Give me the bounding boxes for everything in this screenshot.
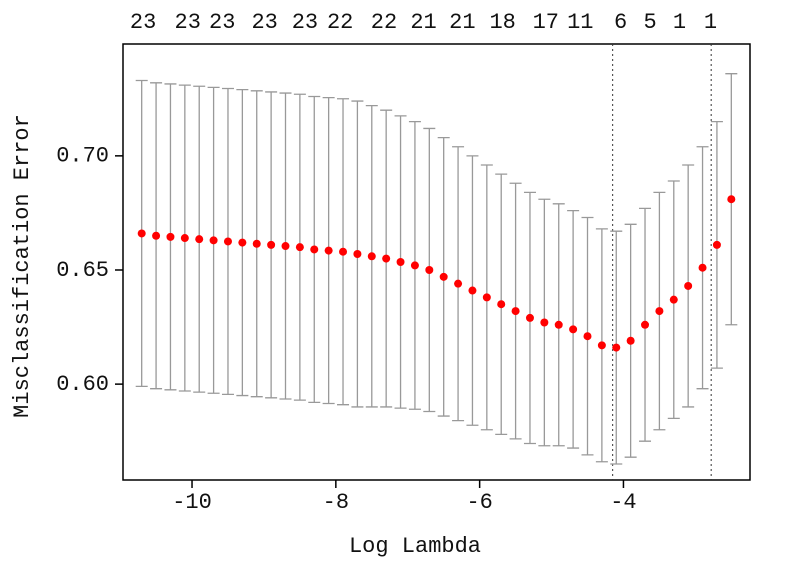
point	[195, 235, 204, 244]
top-label: 18	[489, 10, 515, 35]
x-axis-label: Log Lambda	[349, 534, 481, 559]
y-tick-label: 0.60	[56, 372, 109, 397]
point	[310, 245, 319, 254]
x-tick-label: -6	[466, 490, 492, 515]
point	[626, 336, 635, 345]
point	[367, 252, 376, 261]
point	[281, 242, 290, 251]
point	[353, 250, 362, 259]
point	[669, 295, 678, 304]
point	[583, 332, 592, 341]
point	[540, 318, 549, 327]
point	[267, 240, 276, 249]
point	[511, 307, 520, 316]
top-label: 23	[209, 10, 235, 35]
point	[482, 293, 491, 302]
point	[209, 236, 218, 245]
point	[698, 263, 707, 272]
point	[684, 281, 693, 290]
top-label: 5	[643, 10, 656, 35]
top-label: 1	[704, 10, 717, 35]
point	[712, 240, 721, 249]
top-label: 23	[251, 10, 277, 35]
y-tick-label: 0.65	[56, 258, 109, 283]
point	[166, 232, 175, 241]
point	[382, 254, 391, 263]
x-tick-label: -8	[323, 490, 349, 515]
plot-frame	[122, 43, 751, 481]
point	[137, 229, 146, 238]
point	[223, 237, 232, 246]
point	[439, 272, 448, 281]
top-label: 11	[567, 10, 593, 35]
point	[554, 320, 563, 329]
x-tick-label: -10	[172, 490, 212, 515]
point	[655, 307, 664, 316]
top-label: 22	[327, 10, 353, 35]
point	[641, 320, 650, 329]
x-tick-label: -4	[610, 490, 636, 515]
point	[252, 239, 261, 248]
point	[612, 343, 621, 352]
point	[727, 195, 736, 204]
point	[597, 341, 606, 350]
top-label: 6	[614, 10, 627, 35]
top-label: 23	[130, 10, 156, 35]
point	[324, 246, 333, 255]
point	[454, 279, 463, 288]
point	[525, 313, 534, 322]
top-label: 23	[175, 10, 201, 35]
point	[396, 258, 405, 266]
point	[180, 234, 189, 243]
top-label: 1	[673, 10, 686, 35]
top-label: 22	[371, 10, 397, 35]
point	[238, 238, 247, 247]
top-label: 23	[292, 10, 318, 35]
point	[425, 265, 434, 274]
point	[295, 243, 304, 252]
point	[410, 261, 419, 270]
point	[339, 247, 348, 256]
y-tick-label: 0.70	[56, 144, 109, 169]
top-label: 17	[533, 10, 559, 35]
top-label: 21	[410, 10, 436, 35]
y-axis-label: Misclassification Error	[10, 114, 35, 418]
point	[152, 231, 161, 240]
top-label: 21	[449, 10, 475, 35]
point	[569, 325, 578, 334]
point	[468, 286, 477, 295]
point	[497, 300, 506, 309]
